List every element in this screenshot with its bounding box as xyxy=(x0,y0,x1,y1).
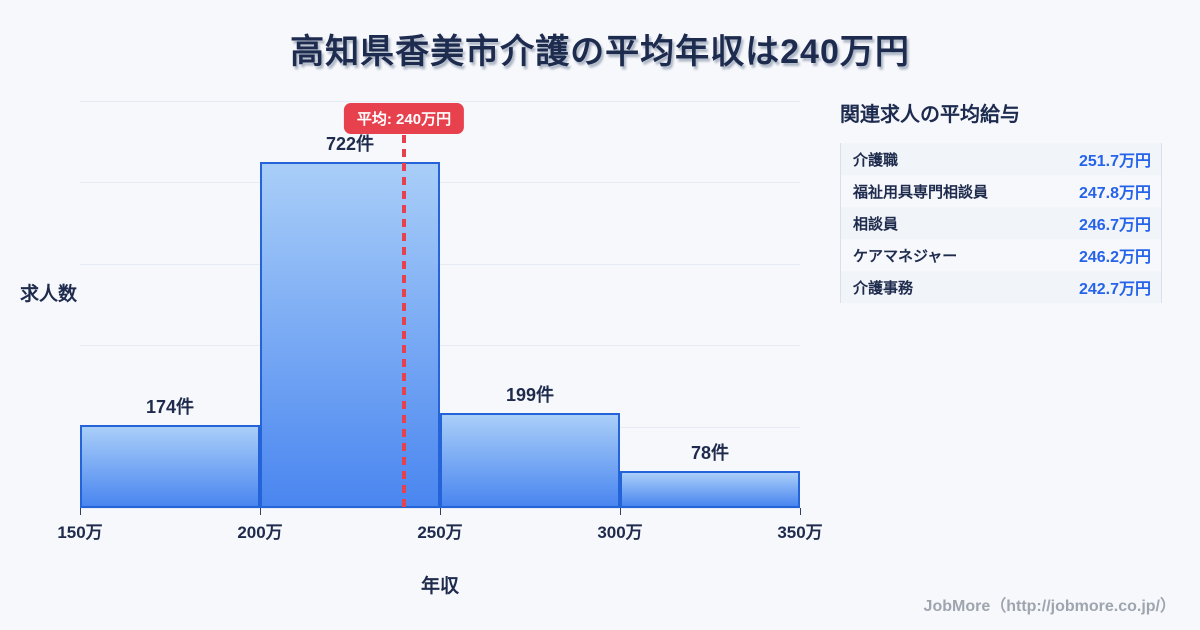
average-dashed-line xyxy=(402,135,406,508)
related-jobs-title: 関連求人の平均給与 xyxy=(840,104,1020,126)
job-label: 相談員 xyxy=(853,215,899,233)
bar xyxy=(80,425,260,508)
x-tick-label: 300万 xyxy=(597,523,643,542)
gridline xyxy=(80,345,800,347)
gridline xyxy=(80,101,800,102)
job-label: 福祉用具専門相談員 xyxy=(853,183,989,201)
job-row: 介護職 251.7万円 xyxy=(841,143,1161,175)
axis-tick xyxy=(620,508,621,515)
bar xyxy=(260,162,440,508)
x-tick-label: 350万 xyxy=(777,523,823,542)
job-row: 介護事務 242.7万円 xyxy=(841,271,1161,303)
x-axis-label: 年収 xyxy=(420,576,459,597)
job-value: 246.7万円 xyxy=(1078,217,1151,234)
job-value: 251.7万円 xyxy=(1078,153,1151,170)
x-tick-label: 200万 xyxy=(237,523,283,542)
related-jobs-table: 介護職 251.7万円福祉用具専門相談員 247.8万円相談員 246.7万円ケアマネ… xyxy=(840,143,1162,303)
job-label: 介護事務 xyxy=(853,279,914,297)
gridline xyxy=(80,263,800,265)
axis-tick xyxy=(260,508,261,515)
axis-tick xyxy=(800,508,801,515)
job-row: 福祉用具専門相談員 247.8万円 xyxy=(841,175,1161,207)
x-tick-label: 150万 xyxy=(57,523,103,542)
bar-value-label: 722件 xyxy=(325,134,375,154)
bar-value-label: 174件 xyxy=(145,397,195,417)
page-title: 高知県香美市介護の平均年収は240万円 xyxy=(290,33,910,71)
job-value: 247.8万円 xyxy=(1078,185,1151,202)
gridline xyxy=(80,182,800,184)
axis-tick xyxy=(440,508,441,515)
salary-histogram: 174件 722件 199件 78件 xyxy=(80,101,801,515)
job-value: 242.7万円 xyxy=(1078,281,1151,298)
axis-tick xyxy=(80,508,81,515)
job-value: 246.2万円 xyxy=(1078,249,1151,266)
job-label: ケアマネジャー xyxy=(853,247,958,265)
footer-credit: JobMore（http://jobmore.co.jp/） xyxy=(923,598,1176,615)
job-row: ケアマネジャー 246.2万円 xyxy=(841,239,1161,271)
bar-value-label: 78件 xyxy=(690,443,730,463)
average-badge: 平均: 240万円 xyxy=(343,103,465,134)
x-tick-label: 250万 xyxy=(417,523,463,542)
bar xyxy=(620,471,800,508)
job-row: 相談員 246.7万円 xyxy=(841,207,1161,239)
bar xyxy=(440,413,620,508)
bar-value-label: 199件 xyxy=(505,385,555,405)
job-label: 介護職 xyxy=(853,151,899,169)
y-axis-label: 求人数 xyxy=(20,284,78,305)
